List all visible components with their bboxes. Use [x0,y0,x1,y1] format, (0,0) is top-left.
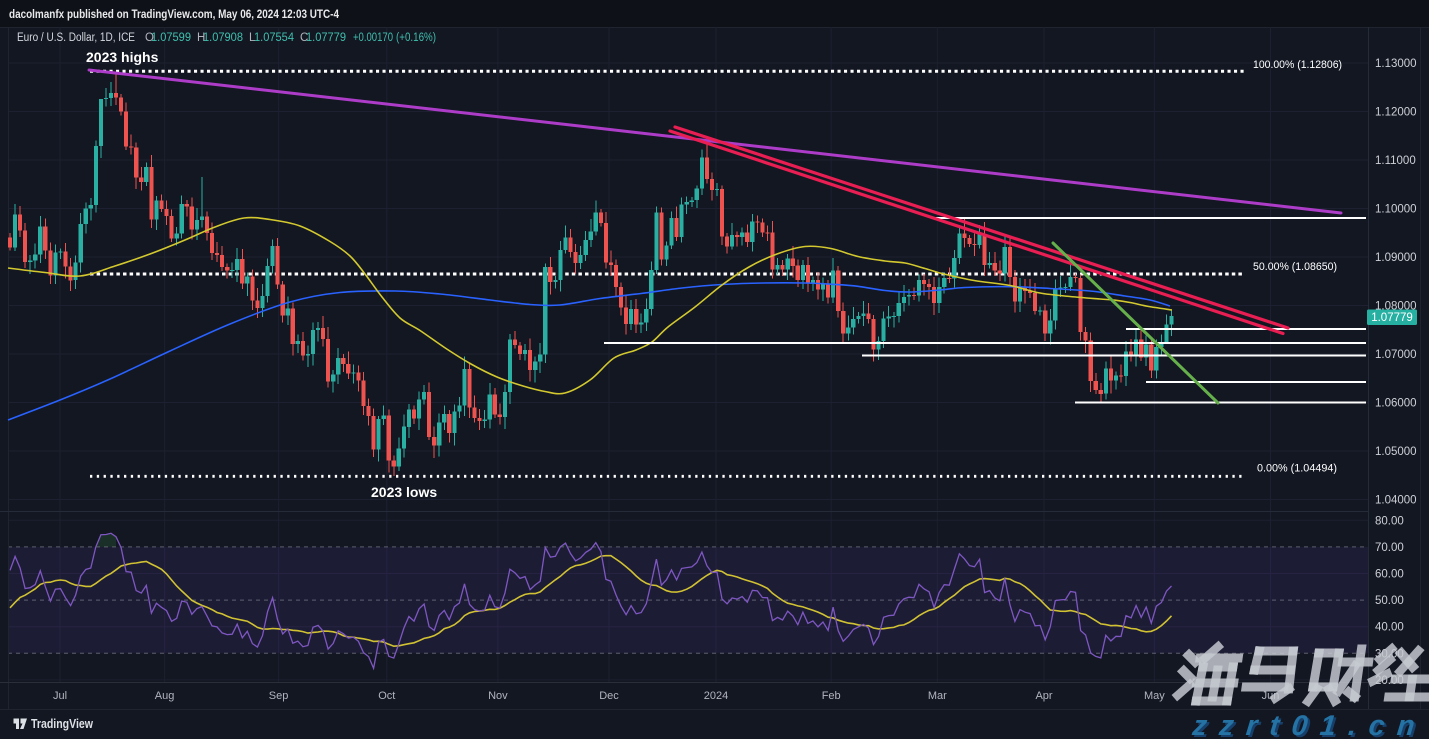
svg-text:Dec: Dec [599,690,619,702]
svg-text:1.05000: 1.05000 [1375,446,1417,458]
svg-text:zzrt01.cn: zzrt01.cn [1190,710,1429,739]
svg-text:May: May [1144,690,1165,702]
svg-text:dacolmanfx published on Tradin: dacolmanfx published on TradingView.com,… [9,7,339,21]
svg-text:1.04000: 1.04000 [1375,495,1417,507]
svg-text:2023 lows: 2023 lows [371,484,437,500]
svg-text:1.07908: 1.07908 [203,32,243,44]
svg-text:1.07779: 1.07779 [306,32,346,44]
svg-text:Nov: Nov [488,690,508,702]
svg-text:2023 highs: 2023 highs [86,49,159,65]
svg-text:1.13000: 1.13000 [1375,58,1417,70]
svg-text:Apr: Apr [1035,690,1052,702]
svg-text:Feb: Feb [822,690,841,702]
svg-text:1.11000: 1.11000 [1375,155,1416,167]
svg-text:1.09000: 1.09000 [1375,252,1417,264]
svg-text:H: H [197,32,205,44]
svg-text:C: C [300,32,308,44]
svg-text:40.00: 40.00 [1375,622,1404,634]
svg-text:2024: 2024 [704,690,728,702]
svg-text:50.00% (1.08650): 50.00% (1.08650) [1253,261,1337,273]
svg-text:TradingView: TradingView [31,717,93,731]
svg-text:Jul: Jul [53,690,67,702]
svg-text:Oct: Oct [378,690,395,702]
svg-text:1.10000: 1.10000 [1375,204,1417,216]
svg-text:zzrt01.cn: zzrt01.cn [1192,712,1429,739]
svg-text:1.07554: 1.07554 [254,32,295,44]
svg-text:+0.00170: +0.00170 [353,32,393,44]
svg-text:Mar: Mar [928,690,947,702]
svg-text:1.06000: 1.06000 [1375,398,1417,410]
svg-text:Sep: Sep [269,690,289,702]
svg-text:L: L [249,32,256,44]
svg-text:0.00% (1.04494): 0.00% (1.04494) [1257,463,1337,475]
svg-text:O: O [145,32,154,44]
svg-text:Aug: Aug [155,690,175,702]
svg-text:100.00% (1.12806): 100.00% (1.12806) [1253,59,1342,71]
svg-text:70.00: 70.00 [1375,542,1404,554]
svg-text:(+0.16%): (+0.16%) [396,32,436,44]
svg-text:1.12000: 1.12000 [1375,107,1417,119]
svg-text:Euro / U.S. Dollar, 1D, ICE: Euro / U.S. Dollar, 1D, ICE [17,32,135,44]
svg-text:1.07599: 1.07599 [151,32,191,44]
svg-text:50.00: 50.00 [1375,595,1404,607]
svg-text:1.07000: 1.07000 [1375,349,1417,361]
svg-text:60.00: 60.00 [1375,569,1404,581]
svg-text:1.07779: 1.07779 [1371,312,1413,324]
svg-text:80.00: 80.00 [1375,515,1404,527]
